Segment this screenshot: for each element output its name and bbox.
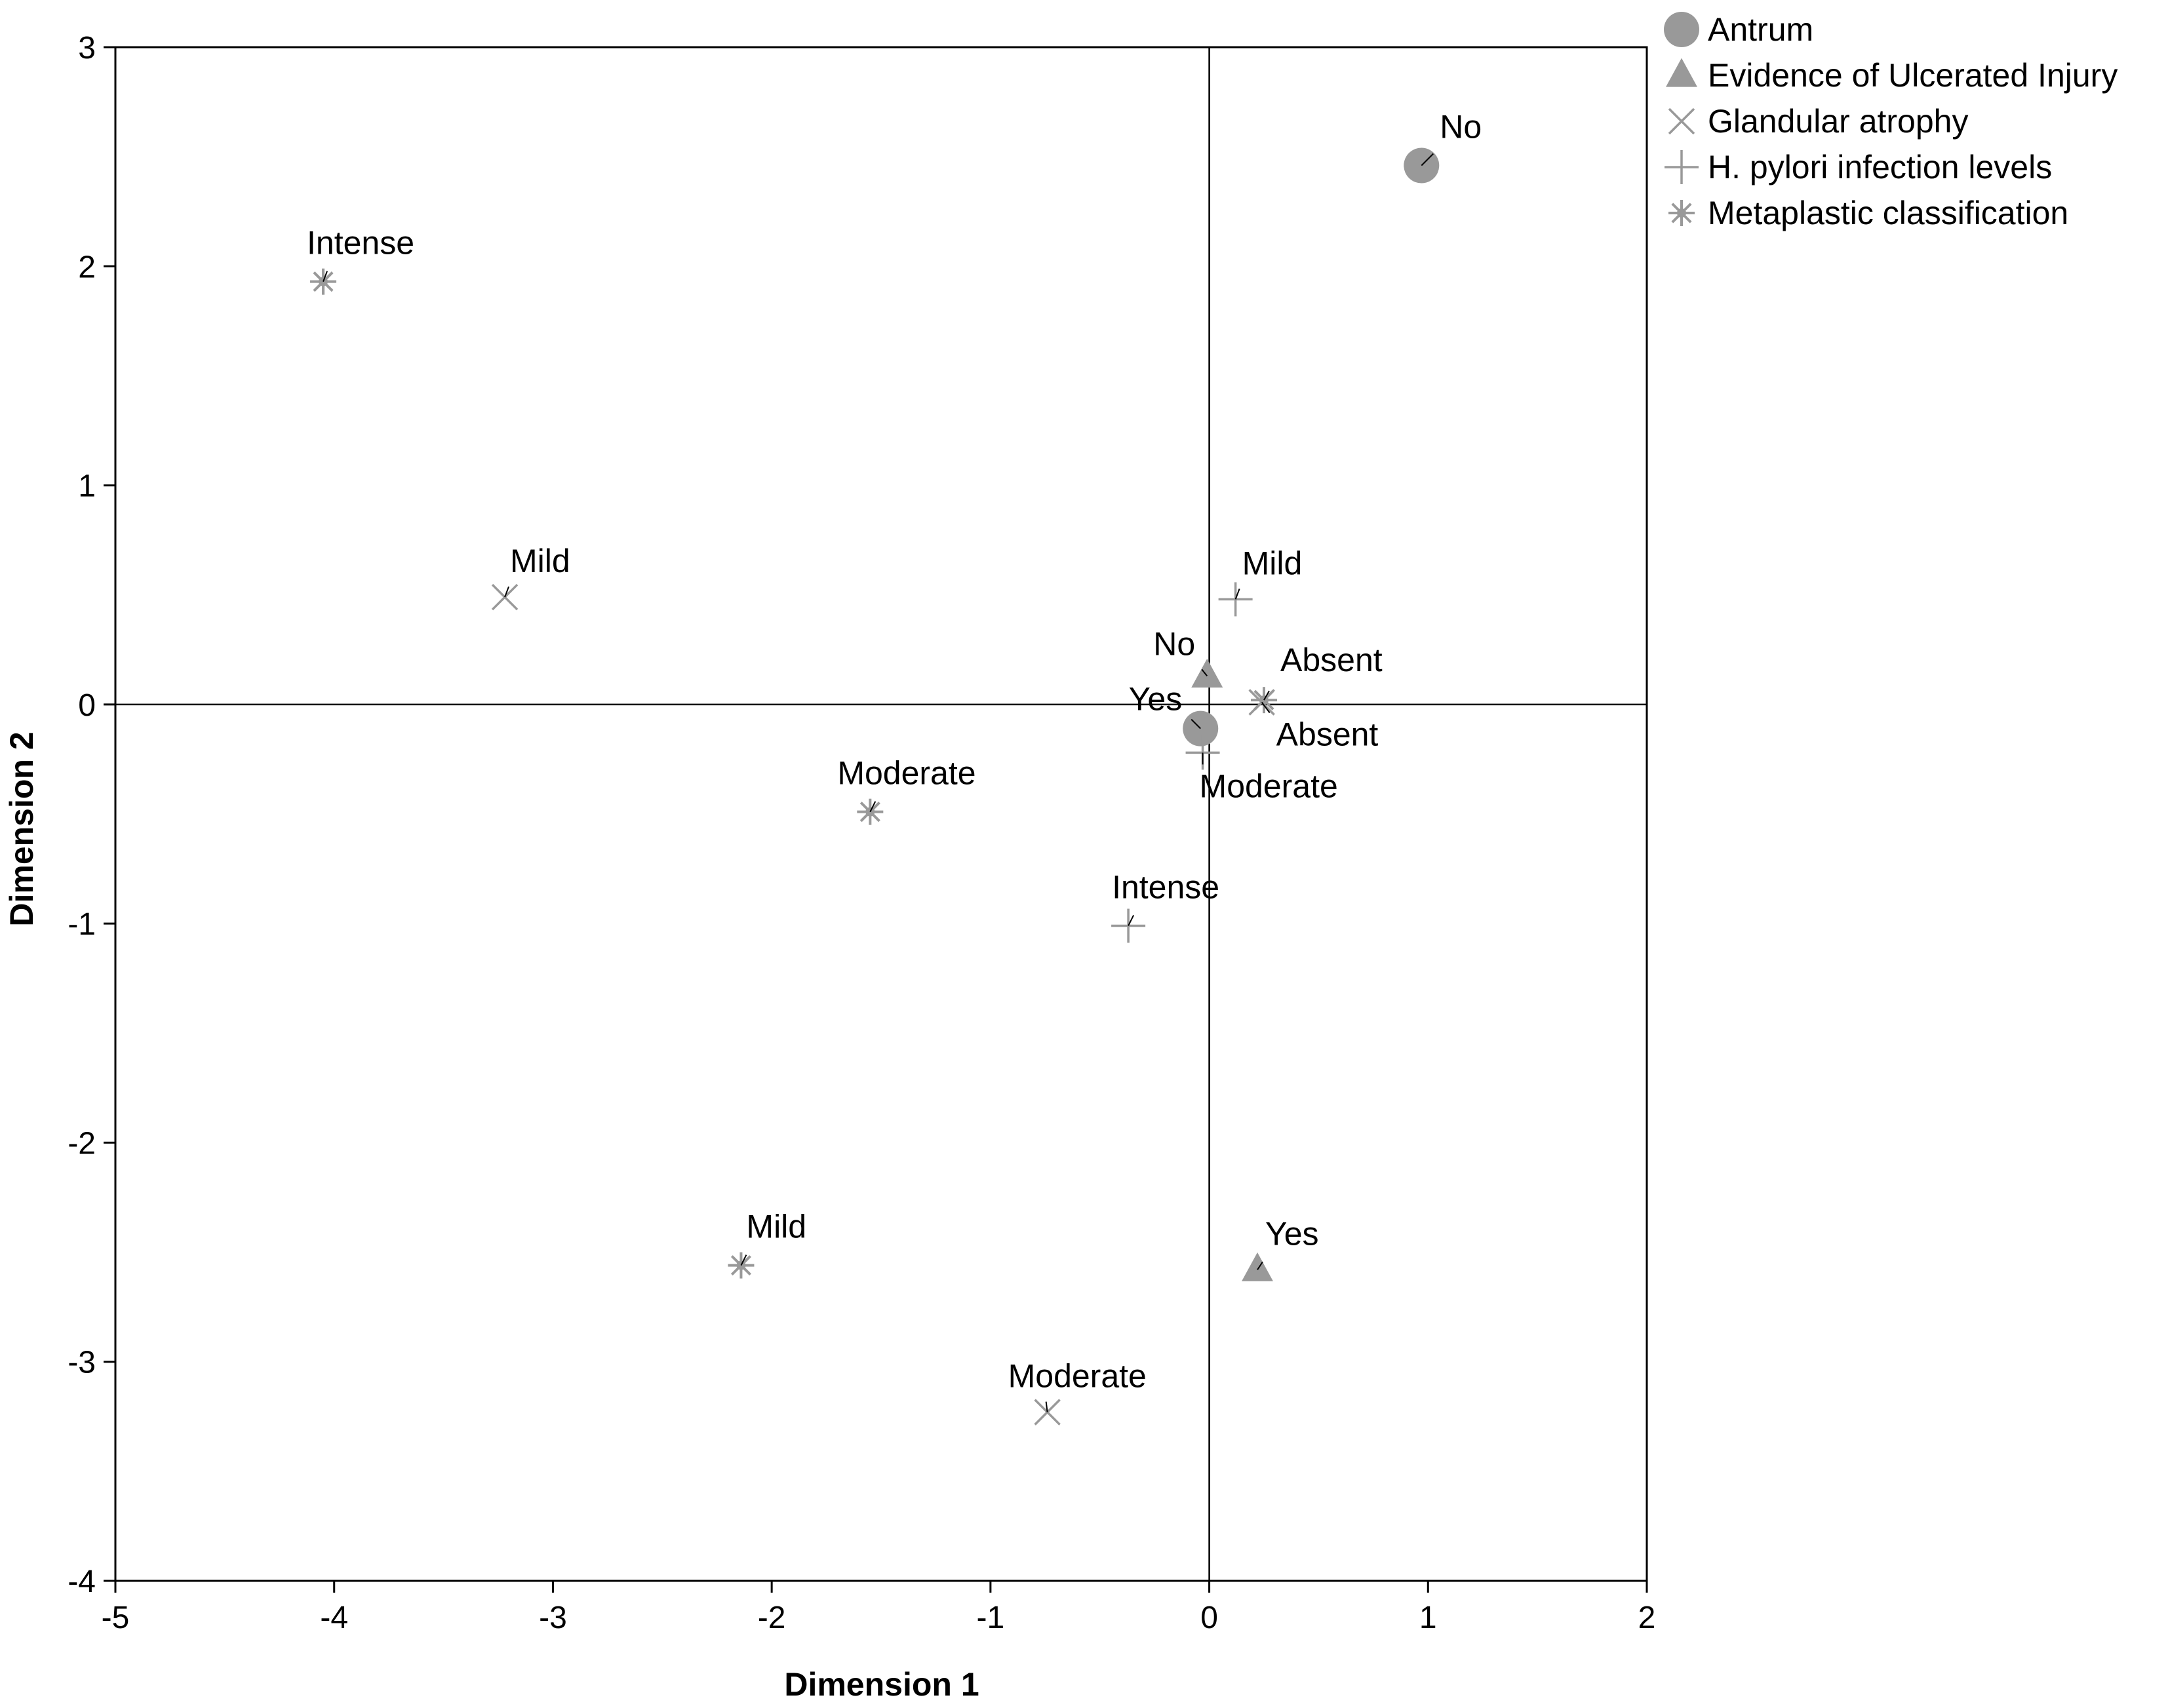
y-tick-label: 2 [78,250,96,284]
y-tick-label: -4 [68,1564,96,1599]
legend-star-icon [1668,200,1695,226]
leader-line [1234,589,1240,600]
x-tick-label: -1 [977,1601,1005,1635]
legend-circle-icon [1664,12,1699,47]
point-label: Absent [1276,716,1379,753]
y-tick-label: 3 [78,31,96,66]
leader-line [869,801,877,813]
point-label: Moderate [1200,767,1338,804]
y-tick-label: -3 [68,1346,96,1380]
point-label: No [1153,625,1195,662]
legend-entry-label: Metaplastic classification [1708,195,2068,231]
leader-line [504,586,509,598]
point-label: Yes [1129,681,1183,718]
x-tick-label: -2 [758,1601,786,1635]
leader-line [1128,915,1134,926]
point-labels: No Yes No Yes Mild Absent Moderate Mild Moderate… [307,109,1482,1412]
point-label: Intense [307,225,414,262]
leader-line [1261,701,1271,714]
point-label: Mild [1242,545,1303,581]
legend-entry-label: H. pylori infection levels [1708,149,2052,185]
point-triangle-marker [1241,1252,1273,1281]
point-label: Mild [746,1209,806,1245]
x-axis-title: Dimension 1 [784,1666,979,1703]
legend-entry-label: Glandular atrophy [1708,103,1968,140]
x-tick-label: 0 [1200,1601,1218,1635]
plot-frame [114,46,1648,1582]
x-tick-label: 2 [1638,1601,1656,1635]
leader-line [740,1254,747,1266]
reference-lines [115,47,1647,1581]
leader-line [1191,718,1201,729]
x-tick-label: -4 [320,1601,348,1635]
legend-entry-label: Antrum [1708,11,1813,48]
y-tick-label: 0 [78,688,96,723]
leader-line [1421,153,1434,166]
y-tick-label: -2 [68,1126,96,1161]
legend-plus-icon [1665,150,1699,184]
leader-line [323,271,328,282]
point-label: Absent [1280,642,1383,678]
x-tick-label: 1 [1419,1601,1437,1635]
leader-line [1201,669,1208,677]
y-axis-title: Dimension 2 [3,731,40,926]
y-tick-label: -1 [68,907,96,942]
point-triangle-marker [1191,659,1223,688]
leader-line [1045,1401,1048,1412]
leader-line [1263,690,1270,701]
legend: Antrum Evidence of Ulcerated Injury Glandu… [1664,11,2118,231]
leader-line [1257,1261,1263,1270]
x-tick-label: -5 [102,1601,130,1635]
point-label: Intense [1112,868,1219,905]
legend-triangle-icon [1666,58,1697,87]
point-label: Moderate [837,755,976,792]
y-tick-label: 1 [78,469,96,504]
point-label: Moderate [1008,1358,1147,1395]
x-tick-label: -3 [539,1601,567,1635]
point-label: No [1440,109,1482,146]
legend-entry-label: Evidence of Ulcerated Injury [1708,57,2118,94]
legend-x-icon [1668,107,1695,135]
point-label: Mild [510,543,570,579]
point-label: Yes [1265,1215,1319,1252]
